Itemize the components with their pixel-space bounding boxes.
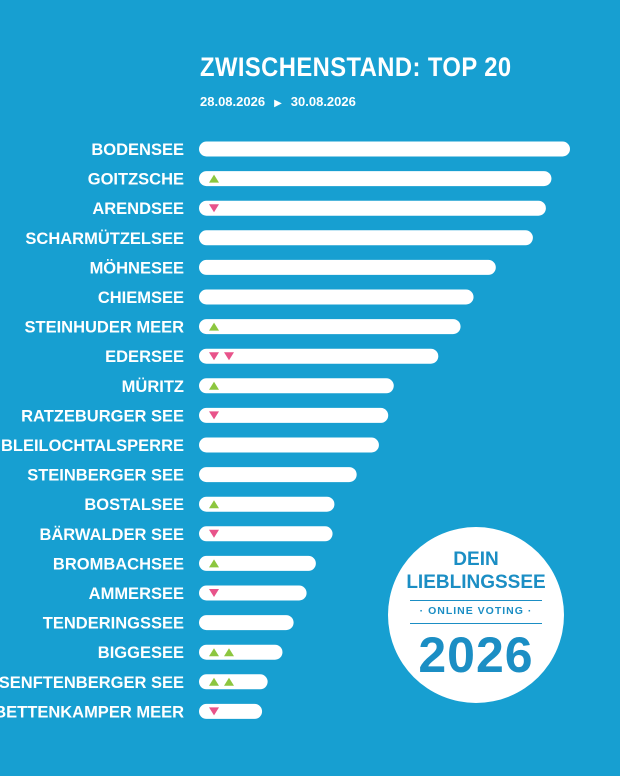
- bar: [199, 555, 316, 571]
- bar: [199, 585, 307, 601]
- trend-up-icon: [209, 322, 219, 331]
- trend-down-icon: [224, 352, 234, 361]
- bar: [199, 289, 474, 305]
- badge-year: 2026: [418, 627, 534, 683]
- trend-up-icon: [224, 648, 234, 657]
- trend-up-icon: [224, 677, 234, 686]
- category-label: GOITZSCHE: [88, 171, 184, 189]
- category-label: SENFTENBERGER SEE: [0, 674, 184, 692]
- date-end: 30.08.2026: [290, 94, 356, 109]
- category-label: MÖHNESEE: [90, 258, 184, 277]
- bar: [199, 467, 357, 483]
- category-label: BIGGESEE: [98, 644, 184, 662]
- bar: [199, 407, 389, 423]
- category-label: SCHARMÜTZELSEE: [25, 229, 184, 248]
- trend-down-icon: [209, 411, 219, 420]
- trend-up-icon: [209, 677, 219, 686]
- category-label: BÄRWALDER SEE: [39, 526, 184, 544]
- bar: [199, 141, 570, 157]
- badge-line-dein: DEIN: [453, 549, 499, 570]
- date-range: 28.08.2026 ▶ 30.08.2026: [200, 94, 356, 109]
- category-label: TENDERINGSSEE: [43, 615, 184, 633]
- category-label: RATZEBURGER SEE: [21, 407, 184, 425]
- badge-line-lieblingssee: LIEBLINGSSEE: [406, 572, 546, 593]
- bar: [199, 526, 333, 542]
- voting-badge: DEIN LIEBLINGSSEE · ONLINE VOTING · 2026: [388, 527, 564, 703]
- bar: [199, 378, 394, 394]
- badge-rule-bottom: [410, 623, 542, 624]
- category-label: ARENDSEE: [92, 200, 184, 218]
- category-label: EDERSEE: [105, 348, 184, 366]
- category-label: BETTENKAMPER MEER: [0, 703, 184, 721]
- chart-title: ZWISCHENSTAND: TOP 20: [200, 52, 512, 82]
- trend-up-icon: [209, 559, 219, 568]
- bar: [199, 319, 461, 335]
- bar: [199, 496, 335, 512]
- category-label: BLEILOCHTALSPERRE: [1, 437, 184, 455]
- bar: [199, 615, 294, 631]
- bar: [199, 644, 283, 660]
- trend-up-icon: [209, 381, 219, 390]
- trend-down-icon: [209, 352, 219, 361]
- bar: [199, 259, 496, 275]
- category-label: AMMERSEE: [89, 585, 184, 603]
- bar: [199, 200, 546, 216]
- bar: [199, 348, 439, 364]
- bar: [199, 437, 379, 453]
- badge-rule-top: [410, 600, 542, 601]
- category-label: STEINBERGER SEE: [27, 467, 184, 485]
- trend-down-icon: [209, 707, 219, 716]
- trend-down-icon: [209, 589, 219, 597]
- category-label: CHIEMSEE: [98, 289, 184, 307]
- category-label: BROMBACHSEE: [53, 555, 184, 573]
- trend-up-icon: [209, 648, 219, 657]
- bar: [199, 230, 533, 246]
- category-label: BOSTALSEE: [84, 496, 184, 514]
- category-label: BODENSEE: [91, 141, 184, 159]
- category-label: MÜRITZ: [122, 377, 184, 396]
- arrow-right-icon: ▶: [274, 98, 282, 109]
- bar: [199, 674, 268, 690]
- badge-line-online-voting: · ONLINE VOTING ·: [419, 605, 533, 617]
- trend-down-icon: [209, 204, 219, 213]
- category-label: STEINHUDER MEER: [24, 319, 184, 337]
- bar: [199, 703, 263, 719]
- trend-up-icon: [209, 174, 219, 183]
- trend-up-icon: [209, 500, 219, 509]
- date-start: 28.08.2026: [200, 94, 266, 109]
- bar: [199, 171, 552, 187]
- trend-down-icon: [209, 529, 219, 538]
